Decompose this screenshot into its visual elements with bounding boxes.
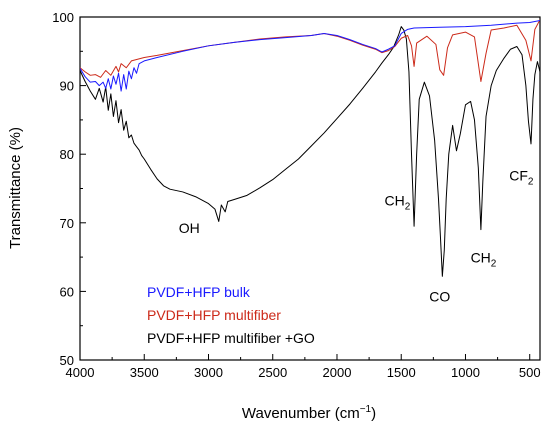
x-tick-label: 1500 [387,365,416,380]
y-tick-label: 80 [60,147,74,162]
series-line-pvdf-hfp-multifiber-go [80,26,540,277]
x-tick-label: 4000 [66,365,95,380]
x-tick-label: 500 [519,365,541,380]
y-tick-label: 50 [60,353,74,368]
peak-label: CF2 [509,167,534,187]
y-axis-ticks: 50 60 70 80 90 100 [52,10,86,368]
x-tick-label: 3000 [194,365,223,380]
x-axis-ticks: 4000 3500 3000 2500 2000 1500 1000 500 [66,354,541,380]
y-tick-label: 60 [60,284,74,299]
legend-entry: PVDF+HFP bulk [147,284,251,300]
y-tick-label: 100 [52,10,74,25]
x-tick-label: 2000 [323,365,352,380]
y-axis-title: Transmittance (%) [7,127,24,249]
peak-label: CO [429,289,450,305]
legend: PVDF+HFP bulk PVDF+HFP multifiber PVDF+HFP… [147,284,315,346]
series-lines [80,19,540,277]
peak-label: CH2 [384,193,410,213]
y-tick-label: 70 [60,216,74,231]
peak-label: CH2 [471,250,497,270]
legend-entry: PVDF+HFP multifiber [147,307,281,323]
series-line-pvdf-hfp-multifiber [80,19,540,82]
x-tick-label: 3500 [130,365,159,380]
peak-label: OH [179,220,200,236]
y-tick-label: 90 [60,79,74,94]
x-tick-label: 1000 [451,365,480,380]
x-tick-label: 2500 [258,365,287,380]
x-axis-title: Wavenumber (cm−1) [242,404,376,422]
series-line-pvdf-hfp-bulk [80,19,540,92]
legend-entry: PVDF+HFP multifiber +GO [147,330,315,346]
peak-annotations: OH CH2 CO CH2 CF2 [179,167,534,304]
